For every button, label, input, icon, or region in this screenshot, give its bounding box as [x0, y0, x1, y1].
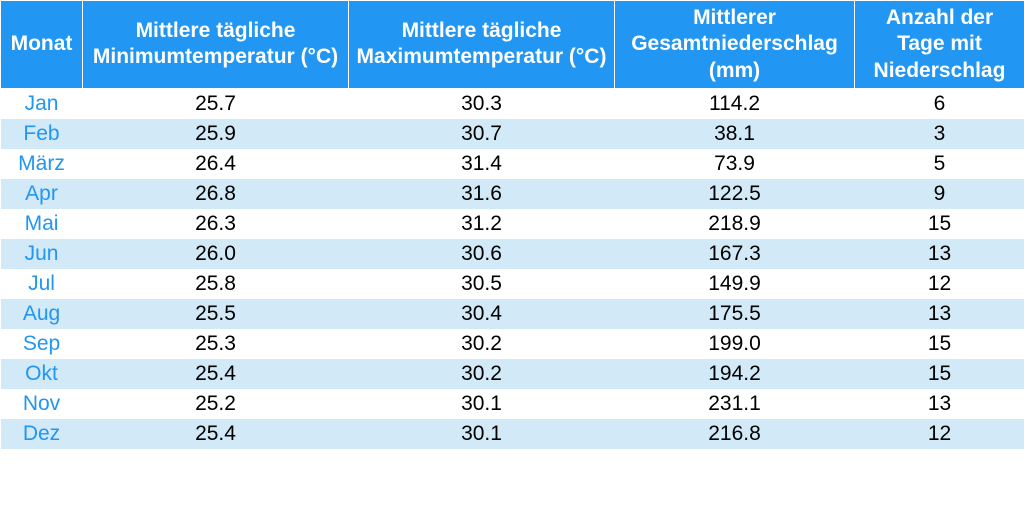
table-row: Dez 25.4 30.1 216.8 12 — [1, 419, 1024, 449]
cell-min-temp: 25.7 — [83, 88, 349, 119]
cell-min-temp: 26.4 — [83, 149, 349, 179]
table-row: Sep 25.3 30.2 199.0 15 — [1, 329, 1024, 359]
cell-precip-mm: 194.2 — [615, 359, 855, 389]
table-body: Jan 25.7 30.3 114.2 6 Feb 25.9 30.7 38.1… — [1, 88, 1024, 449]
table-row: Nov 25.2 30.1 231.1 13 — [1, 389, 1024, 419]
cell-precip-days: 9 — [855, 179, 1024, 209]
cell-max-temp: 30.1 — [349, 389, 615, 419]
cell-month: Feb — [1, 119, 83, 149]
cell-month: Jul — [1, 269, 83, 299]
cell-month: Jun — [1, 239, 83, 269]
cell-precip-days: 5 — [855, 149, 1024, 179]
cell-max-temp: 30.2 — [349, 329, 615, 359]
cell-precip-days: 15 — [855, 329, 1024, 359]
table-row: Feb 25.9 30.7 38.1 3 — [1, 119, 1024, 149]
cell-month: März — [1, 149, 83, 179]
cell-precip-mm: 114.2 — [615, 88, 855, 119]
table-row: Jun 26.0 30.6 167.3 13 — [1, 239, 1024, 269]
cell-min-temp: 25.2 — [83, 389, 349, 419]
cell-min-temp: 25.5 — [83, 299, 349, 329]
cell-month: Aug — [1, 299, 83, 329]
cell-min-temp: 26.8 — [83, 179, 349, 209]
cell-min-temp: 25.9 — [83, 119, 349, 149]
table-row: Jul 25.8 30.5 149.9 12 — [1, 269, 1024, 299]
col-header-precip-days: Anzahl der Tage mit Niederschlag — [855, 1, 1024, 89]
cell-max-temp: 30.6 — [349, 239, 615, 269]
table-row: März 26.4 31.4 73.9 5 — [1, 149, 1024, 179]
cell-precip-days: 12 — [855, 419, 1024, 449]
table-row: Jan 25.7 30.3 114.2 6 — [1, 88, 1024, 119]
table-row: Mai 26.3 31.2 218.9 15 — [1, 209, 1024, 239]
cell-min-temp: 26.0 — [83, 239, 349, 269]
cell-max-temp: 30.4 — [349, 299, 615, 329]
cell-precip-days: 6 — [855, 88, 1024, 119]
cell-precip-days: 13 — [855, 389, 1024, 419]
cell-precip-days: 13 — [855, 299, 1024, 329]
col-header-precip-mm: Mittlerer Gesamtniederschlag (mm) — [615, 1, 855, 89]
cell-min-temp: 25.3 — [83, 329, 349, 359]
cell-month: Okt — [1, 359, 83, 389]
table-row: Aug 25.5 30.4 175.5 13 — [1, 299, 1024, 329]
col-header-month: Monat — [1, 1, 83, 89]
table-row: Okt 25.4 30.2 194.2 15 — [1, 359, 1024, 389]
cell-precip-days: 15 — [855, 209, 1024, 239]
cell-precip-mm: 216.8 — [615, 419, 855, 449]
cell-precip-days: 12 — [855, 269, 1024, 299]
cell-min-temp: 26.3 — [83, 209, 349, 239]
cell-max-temp: 30.2 — [349, 359, 615, 389]
cell-month: Mai — [1, 209, 83, 239]
cell-month: Dez — [1, 419, 83, 449]
cell-precip-mm: 122.5 — [615, 179, 855, 209]
cell-precip-mm: 231.1 — [615, 389, 855, 419]
cell-precip-days: 15 — [855, 359, 1024, 389]
table-header: Monat Mittlere tägliche Minimumtemperatu… — [1, 1, 1024, 89]
cell-month: Apr — [1, 179, 83, 209]
cell-precip-mm: 38.1 — [615, 119, 855, 149]
table-row: Apr 26.8 31.6 122.5 9 — [1, 179, 1024, 209]
cell-precip-days: 13 — [855, 239, 1024, 269]
cell-max-temp: 30.5 — [349, 269, 615, 299]
cell-precip-mm: 199.0 — [615, 329, 855, 359]
cell-max-temp: 31.6 — [349, 179, 615, 209]
cell-max-temp: 30.3 — [349, 88, 615, 119]
cell-precip-mm: 149.9 — [615, 269, 855, 299]
cell-month: Jan — [1, 88, 83, 119]
cell-precip-mm: 218.9 — [615, 209, 855, 239]
cell-precip-mm: 175.5 — [615, 299, 855, 329]
col-header-min-temp: Mittlere tägliche Minimumtemperatur (°C) — [83, 1, 349, 89]
cell-max-temp: 31.2 — [349, 209, 615, 239]
cell-precip-mm: 167.3 — [615, 239, 855, 269]
cell-max-temp: 30.1 — [349, 419, 615, 449]
cell-month: Nov — [1, 389, 83, 419]
cell-precip-days: 3 — [855, 119, 1024, 149]
cell-max-temp: 30.7 — [349, 119, 615, 149]
cell-min-temp: 25.4 — [83, 419, 349, 449]
climate-table: Monat Mittlere tägliche Minimumtemperatu… — [0, 0, 1024, 449]
cell-max-temp: 31.4 — [349, 149, 615, 179]
cell-precip-mm: 73.9 — [615, 149, 855, 179]
cell-month: Sep — [1, 329, 83, 359]
cell-min-temp: 25.4 — [83, 359, 349, 389]
col-header-max-temp: Mittlere tägliche Maximumtemperatur (°C) — [349, 1, 615, 89]
cell-min-temp: 25.8 — [83, 269, 349, 299]
